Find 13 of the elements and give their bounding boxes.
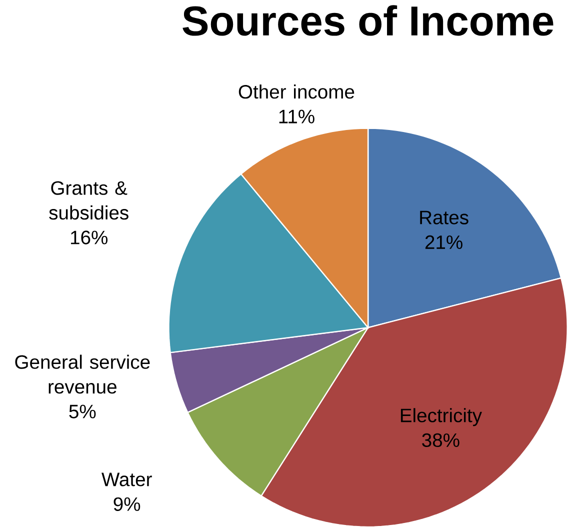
slice-label: Electricity xyxy=(400,408,482,426)
slice-label: Other income xyxy=(238,84,354,99)
slice-label: Grants & subsidies xyxy=(49,181,128,220)
data-label: 5% xyxy=(69,404,96,419)
chart-title: Sources of Income xyxy=(182,5,554,36)
slice-label: General service revenue xyxy=(15,354,150,394)
data-label: 9% xyxy=(114,498,140,512)
data-label: 38% xyxy=(422,434,460,448)
slice-label: Rates xyxy=(420,211,468,225)
data-label: 21% xyxy=(425,236,462,250)
data-label: 11% xyxy=(279,110,314,124)
slice-label: Water xyxy=(102,473,152,486)
data-label: 16% xyxy=(71,230,108,245)
